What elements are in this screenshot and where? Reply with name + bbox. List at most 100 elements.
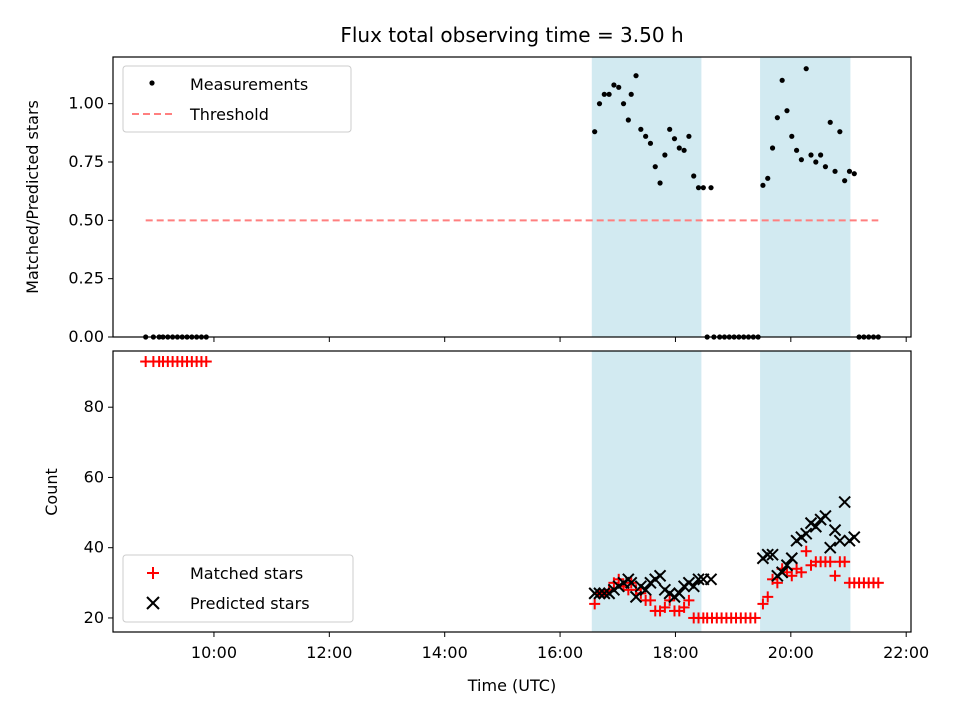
measurements-point	[643, 133, 649, 139]
measurements-point	[611, 82, 617, 88]
measurements-legend-marker	[149, 80, 155, 86]
bottom-axes-frame	[112, 350, 912, 633]
matched-stars-point	[872, 577, 884, 589]
measurements-point	[779, 77, 785, 83]
predicted-stars-point	[629, 590, 643, 604]
top-y-tick-label: 1.00	[68, 94, 104, 113]
top-legend-box	[122, 65, 352, 133]
x-tick-label: 12:00	[306, 643, 352, 662]
measurements-point	[784, 108, 790, 114]
measurements-point	[620, 101, 627, 107]
matched-stars-point	[589, 598, 601, 610]
measurements-point	[769, 145, 776, 151]
measurements-point	[818, 152, 824, 158]
measurements-point	[691, 173, 697, 179]
measurements-point	[760, 182, 766, 188]
top-shaded-interval-1	[760, 57, 851, 337]
measurements-point	[851, 171, 857, 177]
bottom-y-tick-label: 40	[84, 538, 104, 557]
x-axis-label: Time (UTC)	[467, 676, 556, 695]
predicted-stars-legend-label: Predicted stars	[190, 594, 310, 613]
top-y-tick-label: 0.00	[68, 327, 104, 346]
matched-stars-point	[771, 577, 783, 589]
predicted-stars-point	[625, 576, 638, 590]
matched-stars-point	[644, 594, 656, 606]
matched-stars-legend-marker	[147, 567, 159, 579]
measurements-point	[708, 185, 714, 191]
matched-stars-point	[762, 591, 774, 603]
predicted-stars-point	[819, 509, 832, 523]
measurements-point	[832, 168, 838, 174]
predicted-stars-point	[673, 587, 686, 600]
matched-stars-point	[839, 556, 851, 568]
measurements-point	[765, 175, 771, 181]
measurements-point	[681, 147, 687, 153]
bottom-y-axis: 20 40 60 80	[84, 397, 113, 627]
measurements-point	[803, 66, 809, 72]
measurements-point	[686, 133, 692, 139]
measurements-point	[793, 147, 800, 153]
measurements-point	[657, 180, 663, 186]
x-tick-label: 18:00	[652, 643, 698, 662]
bottom-panel: 20 40 60 80 10:00 12:00 14:00 16:00 18:00 20:00 2…	[42, 350, 929, 695]
measurements-point	[822, 164, 829, 170]
matched-stars-legend-label: Matched stars	[190, 564, 303, 583]
measurements-point	[638, 126, 644, 132]
measurements-point	[774, 115, 780, 121]
measurements-point	[628, 91, 634, 97]
matched-stars-point	[683, 594, 695, 606]
measurements-point	[662, 152, 668, 158]
predicted-stars-legend-marker	[146, 596, 160, 610]
bottom-x-axis: 10:00 12:00 14:00 16:00 18:00 20:00 22:00	[191, 632, 929, 662]
predicted-stars-point	[838, 495, 851, 509]
predicted-stars-point	[687, 580, 700, 593]
predicted-stars-point	[828, 523, 842, 537]
measurements-point	[789, 133, 795, 139]
bottom-legend: Matched stars Predicted stars	[122, 554, 354, 623]
top-shaded-intervals	[591, 57, 851, 337]
predicted-stars-point	[593, 587, 606, 600]
matched-stars-point	[824, 556, 836, 568]
top-y-tick-label: 0.50	[68, 210, 104, 229]
bottom-y-tick-label: 20	[84, 608, 104, 627]
x-tick-label: 10:00	[191, 643, 237, 662]
measurements-point	[813, 159, 819, 165]
measurements-point	[616, 84, 622, 90]
measurements-point	[592, 129, 598, 135]
predicted-stars-point	[785, 552, 798, 565]
predicted-stars-point	[799, 527, 813, 540]
measurements-point	[647, 140, 654, 146]
top-panel: 0.00 0.25 0.50 0.75 1.00 Matched/Predicted s…	[23, 56, 912, 346]
bottom-y-tick-label: 80	[84, 397, 104, 416]
predicted-stars-point	[704, 573, 718, 586]
top-axes-frame	[112, 56, 912, 338]
chart-title: Flux total observing time = 3.50 h	[340, 23, 683, 47]
measurements-point	[596, 101, 603, 107]
matched-stars-point	[200, 356, 212, 368]
measurements-point	[842, 178, 848, 184]
matched-stars-point	[786, 570, 798, 582]
top-legend: Measurements Threshold	[122, 65, 352, 133]
matched-stars-point	[659, 601, 671, 613]
top-y-tick-label: 0.25	[68, 269, 104, 288]
bottom-y-tick-label: 60	[84, 467, 104, 486]
measurements-point	[652, 164, 658, 170]
predicted-stars-point	[775, 566, 789, 579]
measurements-point	[808, 152, 814, 158]
measurements-point	[633, 73, 639, 79]
top-y-axis-label: Matched/Predicted stars	[23, 100, 42, 294]
predicted-stars-point	[833, 534, 847, 547]
measurements-point	[695, 185, 702, 191]
x-tick-label: 20:00	[768, 643, 814, 662]
x-tick-label: 16:00	[537, 643, 583, 662]
measurements-point	[676, 145, 682, 151]
measurements-point	[671, 136, 678, 142]
matched-stars-point	[749, 612, 761, 624]
predicted-stars-point	[653, 569, 667, 583]
top-x-ticks	[213, 337, 907, 342]
threshold-legend-label: Threshold	[189, 105, 269, 124]
predicted-stars-point	[761, 548, 774, 561]
top-y-axis: 0.00 0.25 0.50 0.75 1.00	[68, 94, 113, 346]
bottom-series	[140, 356, 884, 624]
